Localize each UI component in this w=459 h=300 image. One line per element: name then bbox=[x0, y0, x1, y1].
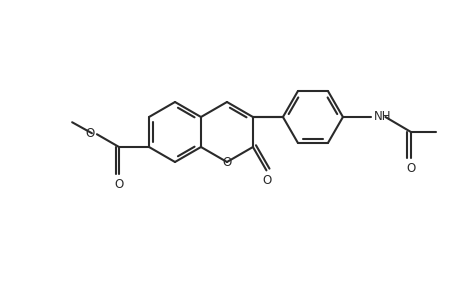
Text: O: O bbox=[405, 161, 414, 175]
Text: NH: NH bbox=[373, 110, 390, 122]
Text: O: O bbox=[114, 178, 123, 191]
Text: O: O bbox=[85, 127, 95, 140]
Text: O: O bbox=[262, 174, 271, 188]
Text: O: O bbox=[222, 155, 231, 169]
